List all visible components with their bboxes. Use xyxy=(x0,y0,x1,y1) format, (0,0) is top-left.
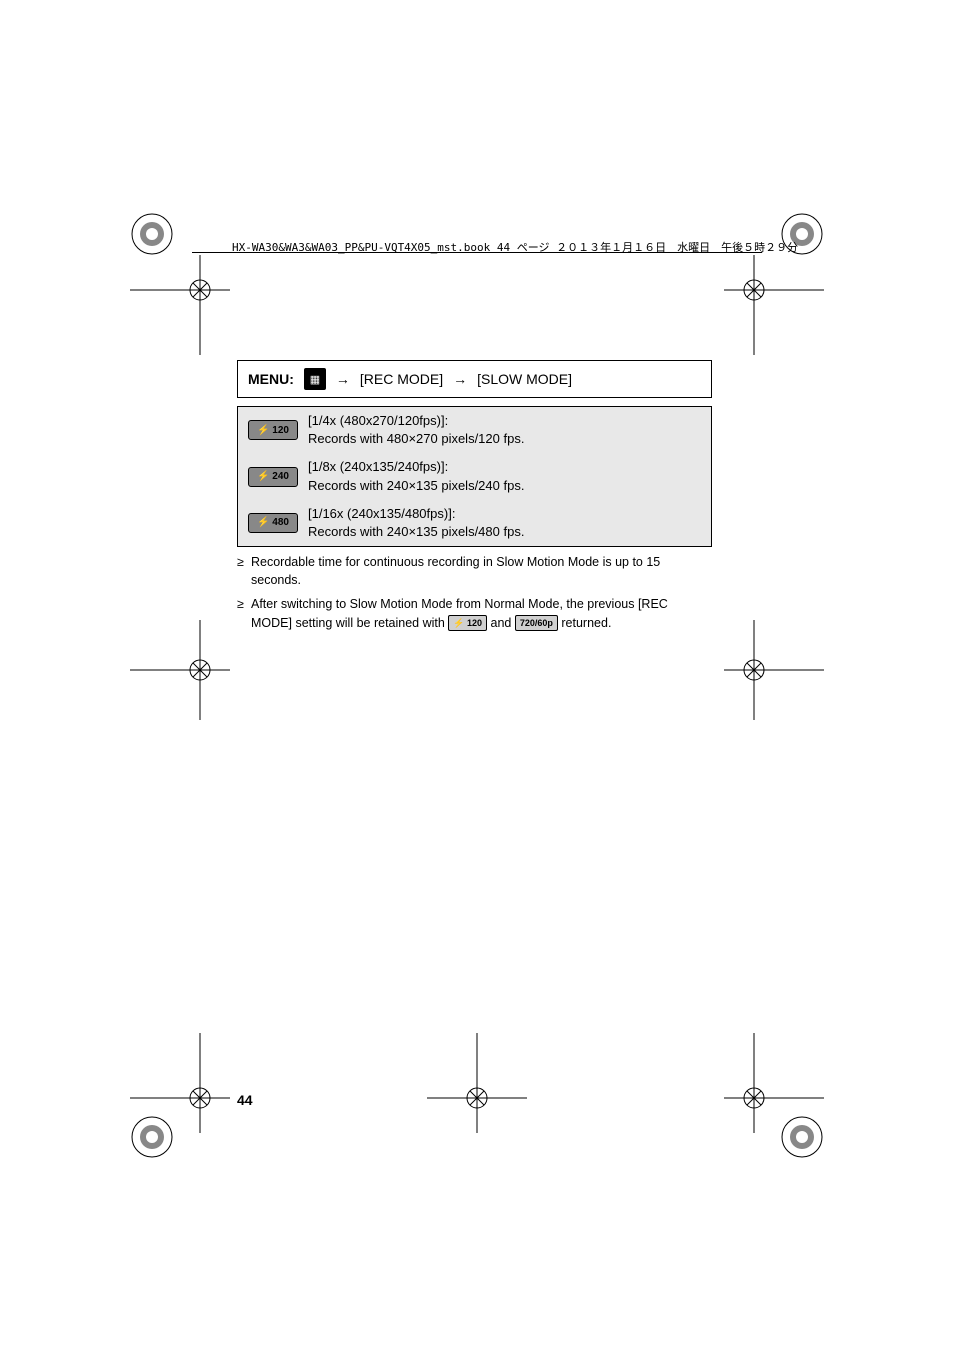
mode-badge-icon: ⚡ 120 xyxy=(248,420,298,440)
mode-badge-icon: ⚡ 480 xyxy=(248,513,298,533)
table-row: ⚡ 480 [1/16x (240x135/480fps)]: Records … xyxy=(238,500,711,546)
page-content: MENU: ▦ → [REC MODE] → [SLOW MODE] ⚡ 120… xyxy=(237,360,712,638)
registration-mark xyxy=(130,212,174,256)
arrow-icon: → xyxy=(336,371,350,387)
crop-mark xyxy=(724,1033,824,1133)
mode-description: [1/4x (480x270/120fps)]: Records with 48… xyxy=(308,412,701,448)
menu-icon: ▦ xyxy=(304,368,326,390)
list-item: After switching to Slow Motion Mode from… xyxy=(237,595,712,631)
crop-mark xyxy=(724,620,824,720)
menu-label: MENU: xyxy=(248,371,294,387)
mode-badge-icon: 720/60p xyxy=(515,615,558,631)
crop-mark xyxy=(130,255,230,355)
menu-path-box: MENU: ▦ → [REC MODE] → [SLOW MODE] xyxy=(237,360,712,398)
mode-description: [1/16x (240x135/480fps)]: Records with 2… xyxy=(308,505,701,541)
mode-description: [1/8x (240x135/240fps)]: Records with 24… xyxy=(308,458,701,494)
crop-mark xyxy=(130,620,230,720)
crop-mark xyxy=(427,1033,527,1133)
mode-badge-icon: ⚡ 240 xyxy=(248,467,298,487)
crop-mark xyxy=(130,1033,230,1133)
crop-mark xyxy=(724,255,824,355)
header-filename: HX-WA30&WA3&WA03_PP&PU-VQT4X05_mst.book … xyxy=(232,239,799,255)
mode-badge-icon: ⚡ 120 xyxy=(448,615,487,631)
menu-step-2: [SLOW MODE] xyxy=(477,371,572,387)
page-number: 44 xyxy=(237,1092,253,1108)
arrow-icon: → xyxy=(453,371,467,387)
list-item: Recordable time for continuous recording… xyxy=(237,553,712,589)
table-row: ⚡ 240 [1/8x (240x135/240fps)]: Records w… xyxy=(238,453,711,499)
table-row: ⚡ 120 [1/4x (480x270/120fps)]: Records w… xyxy=(238,407,711,453)
menu-step-1: [REC MODE] xyxy=(360,371,443,387)
notes-list: Recordable time for continuous recording… xyxy=(237,553,712,632)
slow-mode-table: ⚡ 120 [1/4x (480x270/120fps)]: Records w… xyxy=(237,406,712,547)
